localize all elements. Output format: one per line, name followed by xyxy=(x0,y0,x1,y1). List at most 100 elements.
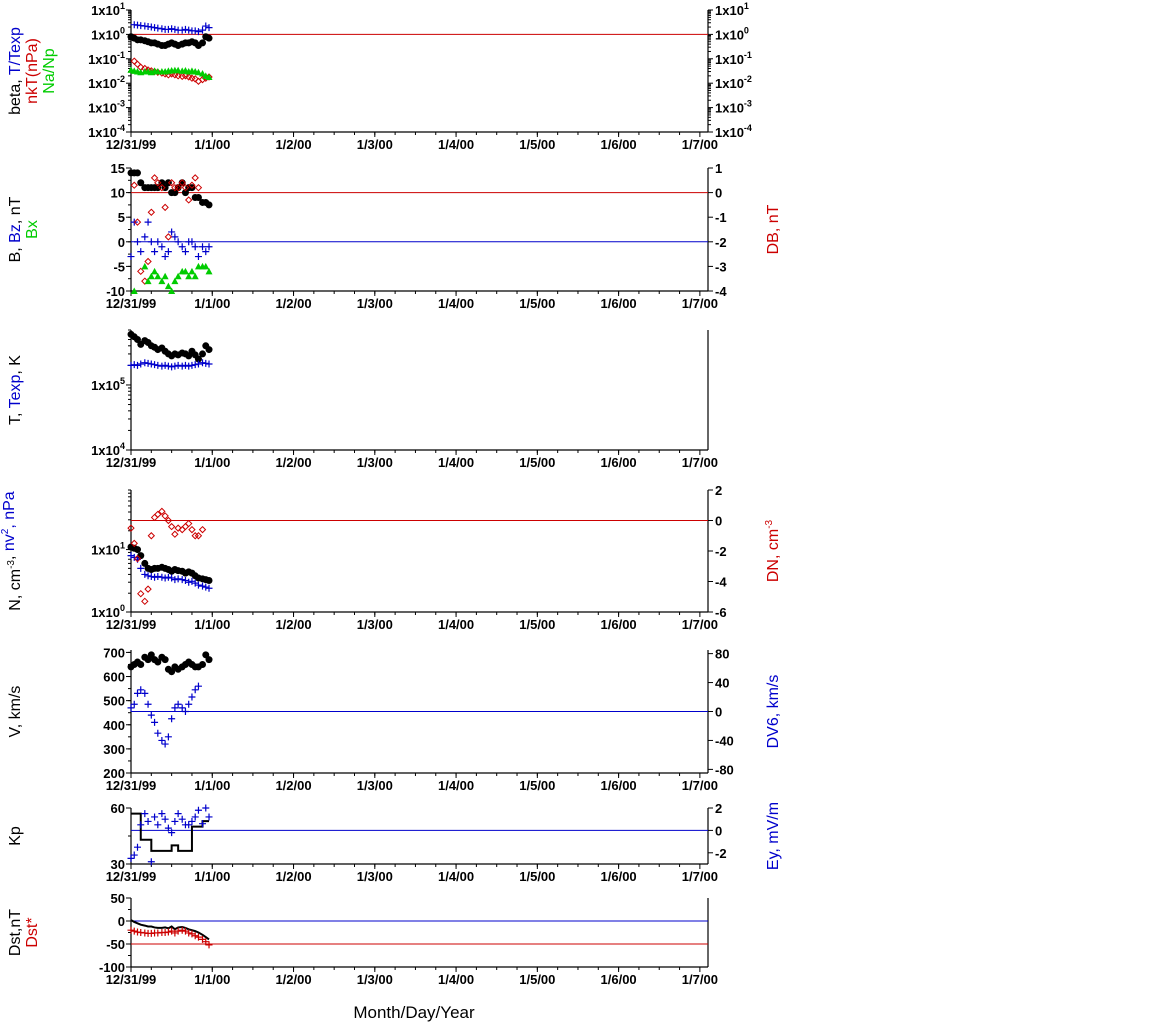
data-point xyxy=(181,576,189,584)
x-tick-label: 1/5/00 xyxy=(519,972,555,987)
data-point xyxy=(151,361,159,369)
x-tick-label: 1/6/00 xyxy=(601,296,637,311)
data-point xyxy=(188,361,196,369)
data-point xyxy=(178,26,186,34)
y-axis-label-part: T/Texp xyxy=(7,27,24,75)
y2-tick-label: 40 xyxy=(715,676,729,691)
data-point xyxy=(199,39,207,47)
data-point xyxy=(144,359,152,367)
data-point xyxy=(127,552,135,560)
series-blue xyxy=(127,804,213,866)
data-point xyxy=(205,941,213,949)
data-point xyxy=(185,821,193,829)
data-point xyxy=(171,189,179,197)
x-tick-label: 1/7/00 xyxy=(682,972,718,987)
series-blue xyxy=(127,682,202,748)
y-axis-label-part: nv xyxy=(1,534,18,551)
data-point xyxy=(202,262,210,270)
data-point xyxy=(174,361,182,369)
data-point xyxy=(164,824,172,832)
data-point xyxy=(174,927,182,935)
data-point xyxy=(134,689,142,697)
data-point xyxy=(147,272,155,280)
data-point xyxy=(154,510,162,519)
series-green xyxy=(127,66,213,80)
y2-axis-label: DN, cm-3 xyxy=(764,519,782,582)
data-point xyxy=(178,926,186,934)
y2-tick-label: -6 xyxy=(715,605,727,620)
data-point xyxy=(178,576,186,584)
data-point xyxy=(181,189,189,197)
data-point xyxy=(205,813,213,821)
x-tick-label: 12/31/99 xyxy=(106,869,157,884)
y2-tick-label: 1x100 xyxy=(715,25,749,42)
y-tick-label: -100 xyxy=(99,960,125,975)
data-point xyxy=(181,183,190,192)
x-tick-label: 1/6/00 xyxy=(601,778,637,793)
data-point xyxy=(194,806,202,814)
y-tick-label: 1x104 xyxy=(91,441,125,458)
x-tick-label: 1/7/00 xyxy=(682,617,718,632)
data-point xyxy=(154,272,162,280)
data-point xyxy=(164,573,172,581)
panel-b: 12/31/99 1/1/00 1/2/00 1/3/00 1/4/00 1/5/00 1/… xyxy=(7,167,782,311)
data-point xyxy=(168,228,176,236)
x-tick-label: 1/4/00 xyxy=(438,296,474,311)
data-point xyxy=(178,815,186,823)
data-point xyxy=(168,715,176,723)
y2-tick-label: -2 xyxy=(715,544,727,559)
data-point xyxy=(202,359,210,367)
y2-tick-label: 0 xyxy=(715,823,722,838)
data-point xyxy=(164,516,173,525)
data-point xyxy=(171,233,179,241)
data-point xyxy=(141,570,149,578)
series-black xyxy=(127,543,213,584)
data-point xyxy=(168,287,176,294)
data-point xyxy=(194,253,202,261)
y-tick-label: 500 xyxy=(103,694,125,709)
data-point xyxy=(154,184,162,192)
x-tick-label: 1/7/00 xyxy=(682,137,718,152)
x-tick-label: 1/4/00 xyxy=(438,778,474,793)
data-point xyxy=(171,530,179,538)
panel-n: 12/31/99 1/1/00 1/2/00 1/3/00 1/4/00 1/5/00 1/… xyxy=(0,489,782,632)
data-point xyxy=(205,346,213,354)
data-point xyxy=(194,532,203,540)
series-red xyxy=(127,507,207,606)
data-point xyxy=(127,704,135,712)
data-point xyxy=(191,932,199,940)
data-point xyxy=(134,169,142,177)
data-point xyxy=(154,573,162,581)
y2-tick-label: -4 xyxy=(715,575,727,590)
x-tick-label: 12/31/99 xyxy=(106,137,157,152)
data-point xyxy=(154,729,162,737)
data-point xyxy=(205,360,213,368)
x-tick-label: 1/5/00 xyxy=(519,137,555,152)
data-point xyxy=(134,546,142,554)
data-point xyxy=(137,660,145,668)
data-point xyxy=(194,355,202,363)
data-point xyxy=(127,361,135,369)
data-point xyxy=(158,573,166,581)
data-point xyxy=(147,711,155,719)
data-point xyxy=(147,532,156,540)
data-point xyxy=(150,174,159,182)
data-point xyxy=(194,194,202,202)
data-point xyxy=(171,183,179,192)
x-tick-label: 1/5/00 xyxy=(519,296,555,311)
data-point xyxy=(127,854,135,862)
x-tick-label: 1/1/00 xyxy=(194,972,230,987)
data-point xyxy=(181,708,189,715)
data-point xyxy=(202,938,210,946)
y2-tick-label: -4 xyxy=(715,284,727,299)
y2-tick-label: -2 xyxy=(715,235,727,250)
y-tick-label: 300 xyxy=(103,742,125,757)
data-point xyxy=(178,179,186,187)
y-tick-label: 0 xyxy=(118,235,125,250)
y-axis-label-part: Dst* xyxy=(24,917,41,947)
data-point xyxy=(174,524,182,532)
data-point xyxy=(171,362,179,370)
series-red xyxy=(130,174,203,285)
data-point xyxy=(188,238,196,246)
data-point xyxy=(202,248,210,256)
